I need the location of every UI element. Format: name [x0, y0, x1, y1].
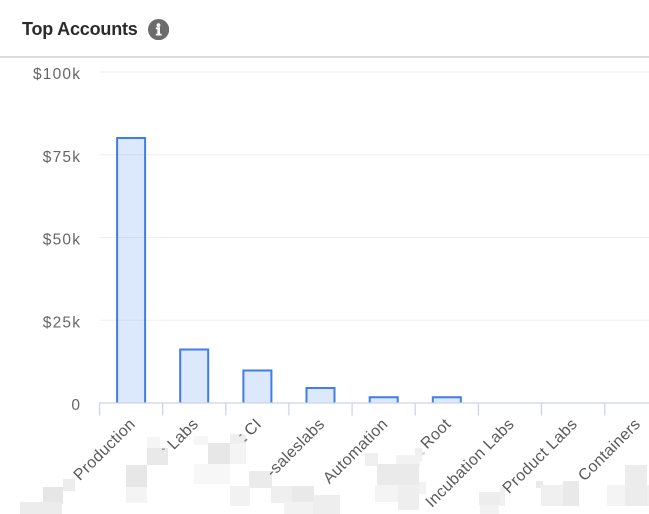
svg-text:$50k: $50k	[43, 232, 81, 249]
svg-text:0: 0	[71, 397, 81, 414]
svg-text:Labs: Labs	[165, 416, 202, 453]
svg-text:Root: Root	[418, 416, 455, 453]
svg-text:$100k: $100k	[33, 66, 81, 83]
svg-text:-saleslabs: -saleslabs	[263, 416, 328, 481]
svg-text:$75k: $75k	[43, 149, 81, 166]
svg-text:$25k: $25k	[43, 314, 81, 331]
